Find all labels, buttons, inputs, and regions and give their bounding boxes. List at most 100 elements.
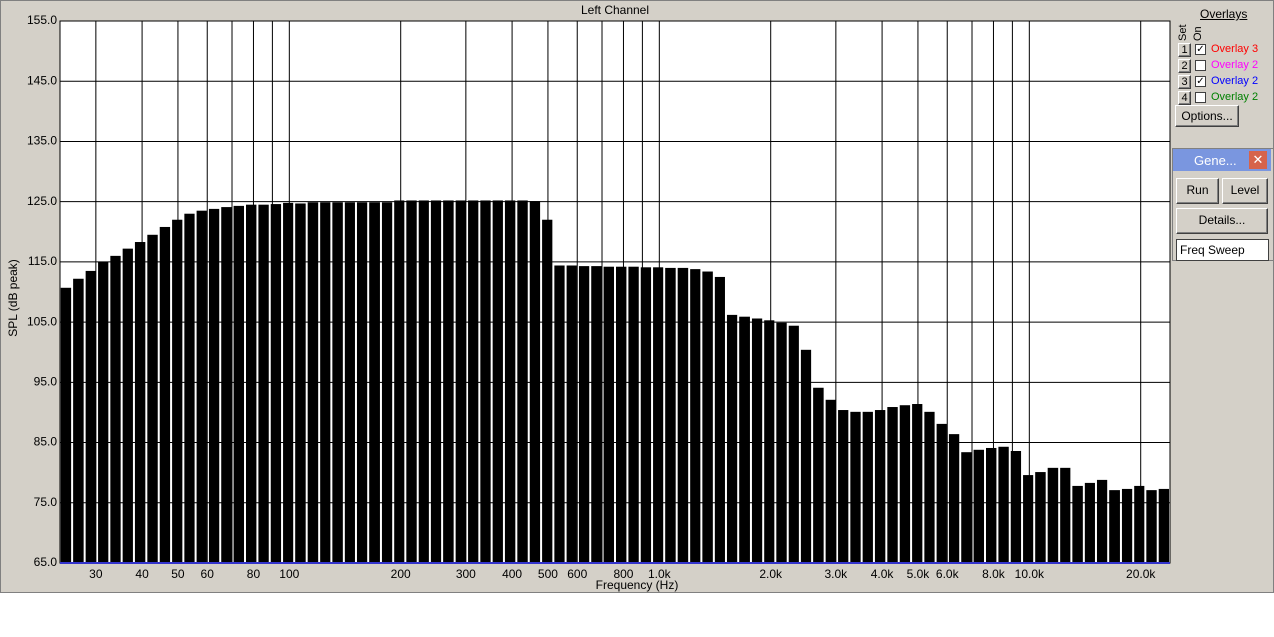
set-button[interactable]: 4	[1178, 91, 1191, 105]
checkbox[interactable]	[1195, 60, 1206, 71]
y-tick-label: 115.0	[28, 254, 57, 268]
bar	[813, 387, 824, 563]
bar	[443, 200, 454, 563]
bar	[356, 202, 368, 563]
overlay-label: Overlay 2	[1211, 59, 1259, 71]
generator-title: Gene...	[1194, 153, 1237, 168]
y-axis-label: SPL (dB peak)	[6, 259, 20, 337]
plot-area	[59, 20, 1171, 564]
checkbox[interactable]: ✓	[1195, 44, 1206, 55]
bar	[603, 266, 614, 563]
bar	[838, 410, 849, 563]
bar	[948, 434, 960, 563]
bar	[307, 202, 319, 563]
bar	[295, 203, 306, 563]
bar	[924, 411, 935, 563]
chart: Left Channel Frequency (Hz) SPL (dB peak…	[6, 3, 1171, 592]
bar	[764, 320, 775, 563]
x-tick-label: 60	[201, 567, 215, 581]
bar	[529, 201, 541, 563]
set-button[interactable]: 3	[1178, 75, 1191, 89]
set-button[interactable]: 2	[1178, 59, 1191, 73]
x-tick-label: 10.0k	[1015, 567, 1045, 581]
bar	[134, 242, 146, 563]
bar	[1072, 485, 1083, 563]
bar	[233, 205, 244, 564]
bar	[554, 265, 565, 563]
bar	[381, 202, 393, 563]
bar	[825, 399, 837, 563]
bar	[406, 200, 417, 563]
bar	[677, 267, 689, 563]
y-tick-label: 75.0	[34, 495, 58, 509]
checkbox[interactable]	[1195, 92, 1206, 103]
options-button[interactable]: Options...	[1175, 105, 1239, 127]
x-tick-label: 50	[171, 567, 185, 581]
x-tick-label: 1.0k	[648, 567, 672, 581]
bar	[961, 452, 972, 563]
bar	[1047, 467, 1059, 563]
bar	[566, 265, 577, 563]
overlay-label: Overlay 3	[1211, 43, 1259, 55]
run-button[interactable]: Run	[1176, 178, 1219, 204]
bar	[542, 219, 553, 563]
bar	[468, 200, 479, 563]
x-tick-label: 6.0k	[936, 567, 960, 581]
x-tick-label: 300	[456, 567, 476, 581]
bar	[245, 204, 257, 563]
bar	[1146, 490, 1157, 563]
bar	[394, 200, 405, 563]
bar	[702, 271, 713, 563]
checkbox[interactable]: ✓	[1195, 76, 1206, 87]
bar	[344, 202, 355, 563]
set-button[interactable]: 1	[1178, 43, 1191, 57]
bar	[615, 266, 627, 563]
overlay-label: Overlay 2	[1211, 91, 1259, 103]
bar	[1134, 485, 1145, 563]
bar	[739, 316, 750, 563]
bar	[874, 410, 886, 563]
mode-dropdown: Freq Sweep	[1176, 239, 1269, 261]
x-tick-label: 40	[135, 567, 149, 581]
bar	[369, 202, 380, 563]
bar	[122, 248, 133, 563]
bar	[973, 449, 984, 563]
bar	[1010, 450, 1022, 563]
bar	[98, 261, 109, 563]
x-tick-label: 4.0k	[871, 567, 895, 581]
bar	[714, 276, 725, 563]
details-button[interactable]: Details...	[1176, 208, 1268, 234]
x-tick-label: 100	[279, 567, 299, 581]
bar	[578, 266, 590, 563]
bar	[60, 287, 72, 563]
bar	[504, 200, 516, 563]
bar	[517, 200, 528, 563]
x-tick-label: 5.0k	[907, 567, 931, 581]
bar	[899, 405, 911, 563]
y-tick-label: 95.0	[34, 375, 58, 389]
x-tick-label: 800	[613, 567, 633, 581]
level-button[interactable]: Level	[1222, 178, 1268, 204]
bar	[221, 207, 232, 563]
bar	[258, 204, 269, 563]
bar	[1035, 472, 1046, 563]
bar	[998, 446, 1009, 563]
x-tick-label: 8.0k	[982, 567, 1006, 581]
bar	[1096, 479, 1108, 563]
bar	[332, 202, 343, 563]
bar	[110, 255, 121, 563]
bar	[1060, 467, 1071, 563]
bar	[912, 404, 923, 563]
set-label: Set	[1177, 24, 1189, 41]
chart-title: Left Channel	[581, 3, 649, 17]
bar	[455, 200, 467, 563]
bar	[862, 411, 873, 563]
x-tick-label: 600	[567, 567, 587, 581]
bar	[270, 204, 282, 563]
x-tick-label: 200	[391, 567, 411, 581]
bar	[800, 349, 812, 563]
bar	[430, 200, 442, 563]
bar	[726, 314, 738, 563]
bar	[480, 200, 491, 563]
bar	[628, 266, 639, 563]
